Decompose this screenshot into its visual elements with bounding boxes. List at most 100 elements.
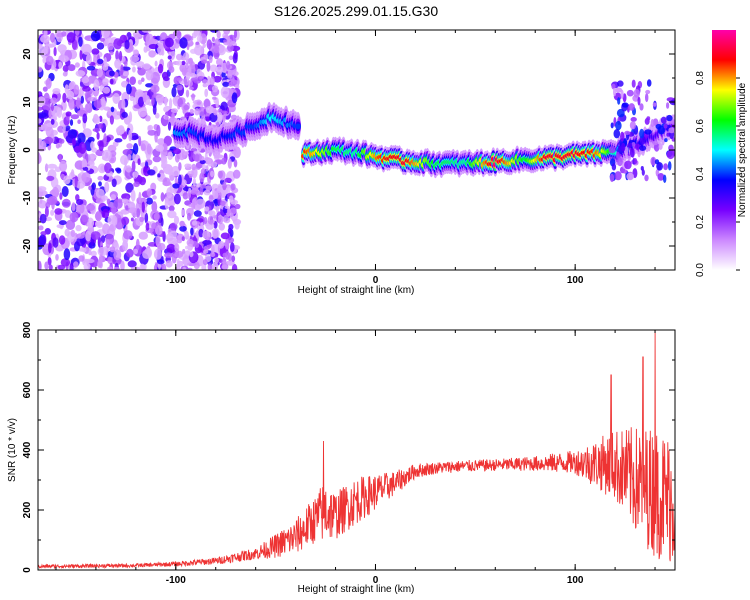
noise-blob xyxy=(52,237,59,248)
noise-blob xyxy=(50,209,55,216)
noise-blob xyxy=(194,153,200,162)
noise-blob xyxy=(646,116,651,121)
noise-blob xyxy=(61,198,71,208)
colorbar-gradient xyxy=(712,30,736,270)
noise-blob xyxy=(222,252,228,258)
noise-blob xyxy=(157,173,161,178)
noise-blob xyxy=(143,46,148,53)
noise-blob xyxy=(667,161,672,171)
noise-blob xyxy=(626,89,634,97)
noise-blob xyxy=(107,144,117,153)
noise-blob xyxy=(169,230,178,238)
noise-blob xyxy=(160,192,165,202)
noise-blob xyxy=(124,39,130,50)
noise-blob xyxy=(120,260,125,270)
noise-blob xyxy=(165,260,173,268)
noise-blob xyxy=(220,232,230,240)
noise-blob xyxy=(76,237,86,247)
noise-blob xyxy=(62,92,67,103)
noise-blob xyxy=(203,249,209,254)
noise-blob xyxy=(57,44,67,53)
noise-blob xyxy=(221,71,226,78)
noise-blob xyxy=(157,43,164,56)
noise-blob xyxy=(146,197,153,205)
noise-blob xyxy=(90,141,95,150)
noise-blob xyxy=(140,143,146,152)
noise-blob xyxy=(170,108,178,114)
noise-blob xyxy=(213,229,219,239)
noise-blob xyxy=(169,222,178,231)
noise-blob xyxy=(183,104,190,111)
noise-blob xyxy=(657,173,665,181)
noise-blob xyxy=(62,71,68,77)
spectrogram-image xyxy=(38,30,675,270)
noise-blob xyxy=(90,30,101,42)
noise-blob xyxy=(130,189,136,202)
noise-blob xyxy=(217,216,224,225)
noise-blob xyxy=(229,70,233,75)
noise-blob xyxy=(216,30,221,39)
noise-blob xyxy=(192,153,196,160)
noise-blob xyxy=(154,60,158,67)
noise-blob xyxy=(123,230,133,240)
noise-blob xyxy=(196,35,203,43)
noise-blob xyxy=(85,54,92,65)
noise-blob xyxy=(56,224,64,229)
noise-blob xyxy=(199,75,205,80)
noise-blob xyxy=(207,263,212,270)
noise-blob xyxy=(213,109,218,116)
noise-blob xyxy=(645,89,651,95)
noise-blob xyxy=(233,30,238,39)
noise-blob xyxy=(232,52,238,64)
noise-blob xyxy=(97,175,104,181)
noise-blob xyxy=(224,177,232,183)
noise-blob xyxy=(654,159,660,165)
noise-blob xyxy=(122,71,130,77)
noise-blob xyxy=(190,36,194,41)
noise-blob xyxy=(192,177,196,187)
spectrogram-x-label: Height of straight line (km) xyxy=(298,285,415,296)
noise-blob xyxy=(38,225,44,231)
noise-blob xyxy=(38,234,47,247)
noise-blob xyxy=(48,242,52,254)
noise-blob xyxy=(613,87,617,97)
noise-blob xyxy=(137,79,142,85)
noise-blob xyxy=(615,87,623,93)
noise-blob xyxy=(163,76,170,82)
noise-blob xyxy=(232,169,241,179)
noise-blob xyxy=(169,98,173,110)
noise-blob xyxy=(132,152,138,163)
noise-blob xyxy=(174,154,180,163)
noise-blob xyxy=(616,108,625,118)
noise-blob xyxy=(193,150,201,155)
noise-blob xyxy=(207,157,214,167)
colorbar-tick-label: 0.0 xyxy=(695,263,706,277)
noise-blob xyxy=(631,142,636,147)
noise-blob xyxy=(205,106,213,114)
noise-blob xyxy=(633,89,640,98)
noise-blob xyxy=(101,30,111,39)
noise-blob xyxy=(59,192,63,200)
noise-blob xyxy=(191,163,197,171)
noise-blob xyxy=(143,165,148,173)
noise-blob xyxy=(231,255,236,262)
noise-blob xyxy=(97,58,104,65)
noise-blob xyxy=(64,228,70,237)
noise-blob xyxy=(109,51,114,56)
noise-blob xyxy=(78,36,83,47)
noise-blob xyxy=(196,101,202,106)
noise-blob xyxy=(48,109,52,118)
noise-blob xyxy=(100,235,106,243)
noise-blob xyxy=(38,112,47,118)
noise-blob xyxy=(48,195,58,205)
noise-blob xyxy=(141,30,152,33)
noise-blob xyxy=(70,229,76,238)
noise-blob xyxy=(203,217,208,225)
noise-blob xyxy=(224,214,230,219)
noise-blob xyxy=(121,66,131,71)
noise-blob xyxy=(608,146,616,154)
noise-blob xyxy=(55,254,59,261)
noise-blob xyxy=(54,208,63,215)
